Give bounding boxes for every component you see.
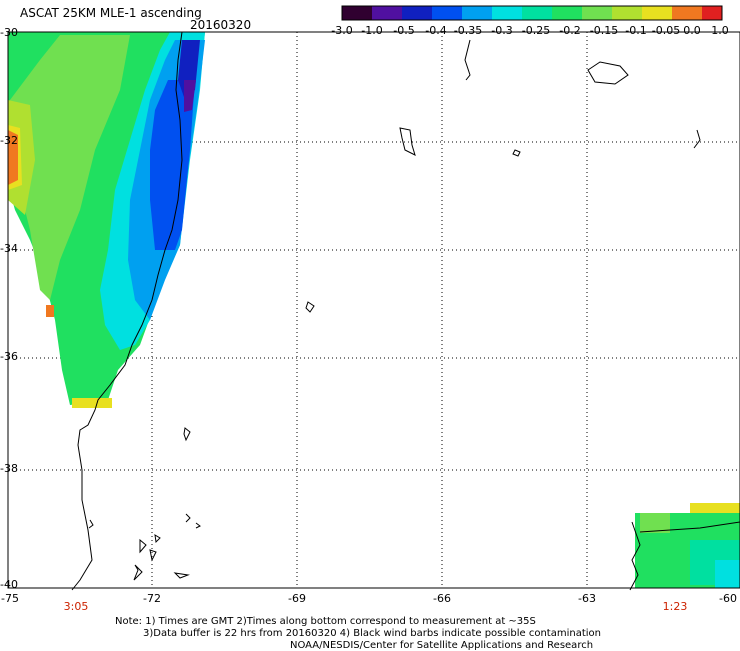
lat-label: -34	[0, 242, 18, 255]
lon-label: -75	[1, 592, 19, 605]
colorbar-label: -0.2	[559, 24, 581, 37]
colorbar-label: -0.25	[521, 24, 551, 37]
pass-time-right: 1:23	[662, 600, 688, 613]
colorbar-label: -0.3	[491, 24, 513, 37]
colorbar-label: -0.4	[425, 24, 447, 37]
coastline	[71, 31, 740, 591]
lon-label: -72	[143, 592, 161, 605]
map-date: 20160320	[190, 18, 252, 32]
colorbar-label: -3.0	[331, 24, 353, 37]
map-title: ASCAT 25KM MLE-1 ascending	[20, 6, 202, 20]
colorbar-label: -1.0	[361, 24, 383, 37]
lon-label: -66	[433, 592, 451, 605]
lat-label: -32	[0, 134, 18, 147]
lat-label: -38	[0, 462, 18, 475]
lon-label: -69	[288, 592, 306, 605]
note-line-2: 3)Data buffer is 22 hrs from 20160320 4)…	[143, 628, 601, 639]
note-line-3: NOAA/NESDIS/Center for Satellite Applica…	[290, 640, 594, 651]
lat-label: -30	[0, 26, 18, 39]
colorbar-label: 1.0	[711, 24, 729, 37]
lat-label: -36	[0, 350, 18, 363]
colorbar-label: 0.0	[683, 24, 701, 37]
pass-time-left: 3:05	[63, 600, 89, 613]
colorbar-label: -0.35	[453, 24, 483, 37]
colorbar-label: -0.15	[589, 24, 619, 37]
data-swath-left	[8, 32, 205, 408]
colorbar	[341, 5, 723, 21]
colorbar-label: -0.5	[393, 24, 415, 37]
data-swath-right	[635, 503, 740, 588]
note-line-1: Note: 1) Times are GMT 2)Times along bot…	[115, 616, 536, 627]
colorbar-label: -0.1	[625, 24, 647, 37]
lon-label: -63	[578, 592, 596, 605]
lon-label: -60	[719, 592, 737, 605]
map-frame	[7, 31, 740, 589]
colorbar-label: -0.05	[651, 24, 681, 37]
lat-label: -40	[0, 578, 18, 591]
